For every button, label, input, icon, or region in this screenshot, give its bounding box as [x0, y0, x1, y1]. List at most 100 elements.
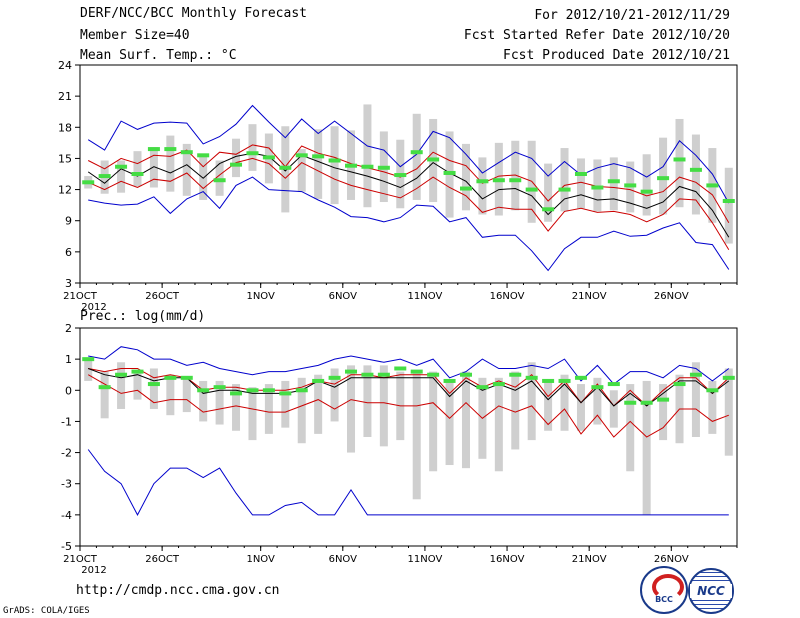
prec-year-label: 2012 — [81, 565, 106, 576]
temp-spread-box — [166, 135, 175, 192]
temp-spread-box — [511, 140, 520, 211]
prec-observed-mark — [262, 388, 275, 393]
prec-spread-box — [445, 380, 454, 466]
prec-spread-box — [149, 368, 158, 409]
temp-observed-mark — [230, 162, 243, 167]
prec-spread-box — [347, 365, 356, 453]
temp-observed-mark — [164, 147, 177, 152]
temp-spread-box — [297, 149, 306, 192]
temp-line-mean — [87, 152, 730, 238]
prec-spread-box — [166, 374, 175, 416]
temp-spread-box — [330, 126, 339, 205]
prec-spread-box — [724, 368, 733, 456]
prec-observed-mark — [443, 378, 456, 383]
prec-observed-mark — [574, 375, 587, 380]
prec-line-min — [87, 449, 729, 516]
prec-spread-box — [659, 384, 668, 441]
temp-observed-mark — [591, 185, 604, 190]
temp-ytick-label: 24 — [58, 59, 72, 72]
temp-observed-mark — [673, 157, 686, 162]
bcc-logo-mark — [652, 574, 684, 600]
prec-observed-mark — [492, 382, 505, 387]
forecast-period: For 2012/10/21-2012/11/29 — [534, 8, 730, 23]
temp-observed-mark — [410, 150, 423, 155]
temp-ytick-label: 21 — [58, 90, 72, 103]
prec-observed-mark — [410, 369, 423, 374]
bcc-logo: BCC — [640, 566, 688, 614]
prec-observed-mark — [164, 375, 177, 380]
prec-spread-box — [215, 380, 224, 425]
temp-observed-mark — [476, 179, 489, 184]
temp-observed-mark — [657, 176, 670, 181]
prec-ytick-label: -5 — [61, 540, 72, 553]
prec-line-max — [88, 346, 730, 385]
temp-observed-mark — [624, 183, 637, 188]
prec-line-mean — [88, 368, 730, 407]
prec-observed-mark — [542, 378, 555, 383]
temp-observed-mark — [509, 178, 522, 183]
temp-observed-mark — [607, 179, 620, 184]
prec-spread-box — [544, 380, 553, 431]
temp-observed-mark — [279, 165, 292, 170]
temp-line-minus-sd — [87, 157, 730, 251]
prec-xtick-label: 26NOV — [654, 554, 689, 565]
prec-ytick-label: -3 — [61, 478, 72, 491]
temp-observed-mark — [345, 163, 358, 168]
prec-ytick-label: -1 — [61, 415, 72, 428]
prec-ytick-label: 0 — [65, 384, 72, 397]
temp-observed-mark — [722, 198, 735, 203]
prec-observed-mark — [459, 372, 472, 377]
prec-spread-box — [609, 390, 618, 428]
temp-observed-mark — [131, 172, 144, 176]
temp-spread-box — [133, 151, 142, 187]
temp-observed-mark — [459, 186, 472, 191]
prec-observed-mark — [98, 385, 111, 390]
prec-ytick-label: 2 — [65, 322, 72, 335]
prec-observed-mark — [131, 369, 144, 374]
produced-date: Fcst Produced Date 2012/10/21 — [503, 48, 730, 63]
prec-xtick-label: 16NOV — [490, 554, 525, 565]
temp-spread-box — [412, 113, 421, 200]
temperature-chart: 3 6 9 12 15 18 21 24 21OCT 26OCT 1NOV 6NOV 11NOV 16NO… — [58, 59, 738, 310]
temp-xtick-label: 16NOV — [490, 291, 525, 302]
prec-spread-box — [576, 384, 585, 431]
temp-spread-box — [593, 159, 602, 212]
temp-observed-mark — [640, 189, 653, 194]
precipitation-chart: -5 -4 -3 -2 -1 0 1 2 21OCT 26OCT 1NOV 6NOV 11NOV 16NO… — [61, 322, 738, 576]
prec-xtick-label: 21NOV — [572, 554, 607, 565]
temp-spread-box — [461, 143, 470, 211]
prec-observed-mark — [213, 385, 226, 390]
source-url[interactable]: http://cmdp.ncc.cma.gov.cn — [76, 583, 280, 598]
prec-spread-box — [511, 371, 520, 450]
temp-xtick-label: 21NOV — [572, 291, 607, 302]
prec-observed-mark — [476, 385, 489, 390]
prec-observed-mark — [279, 391, 292, 396]
prec-spread-box — [199, 380, 208, 422]
prec-observed-mark — [345, 369, 358, 374]
prec-observed-mark — [197, 388, 210, 393]
temp-spread-box — [314, 129, 323, 199]
chart-title: DERF/NCC/BCC Monthly Forecast — [80, 6, 307, 21]
prec-spread-box — [691, 362, 700, 437]
temp-ytick-label: 15 — [58, 152, 72, 165]
prec-observed-mark — [328, 375, 341, 380]
prec-xtick-label: 1NOV — [246, 554, 275, 565]
temp-observed-mark — [558, 187, 571, 192]
variable1-label: Mean Surf. Temp.: °C — [80, 48, 237, 63]
prec-observed-mark — [591, 385, 604, 390]
bcc-logo-text: BCC — [655, 595, 673, 604]
prec-observed-mark — [230, 391, 243, 396]
temp-observed-mark — [82, 180, 95, 185]
prec-observed-mark — [706, 388, 719, 393]
temp-observed-mark — [295, 153, 308, 158]
temp-observed-mark — [394, 173, 407, 178]
temp-spread-box — [117, 160, 126, 193]
temp-observed-mark — [197, 153, 210, 158]
ncc-logo-text: NCC — [690, 584, 732, 598]
prec-spread-box — [494, 377, 503, 472]
temp-observed-mark — [542, 207, 555, 212]
temp-spread-box — [609, 157, 618, 211]
temp-observed-mark — [213, 178, 226, 183]
prec-xtick-label: 21OCT — [63, 554, 98, 565]
prec-observed-mark — [722, 375, 735, 380]
